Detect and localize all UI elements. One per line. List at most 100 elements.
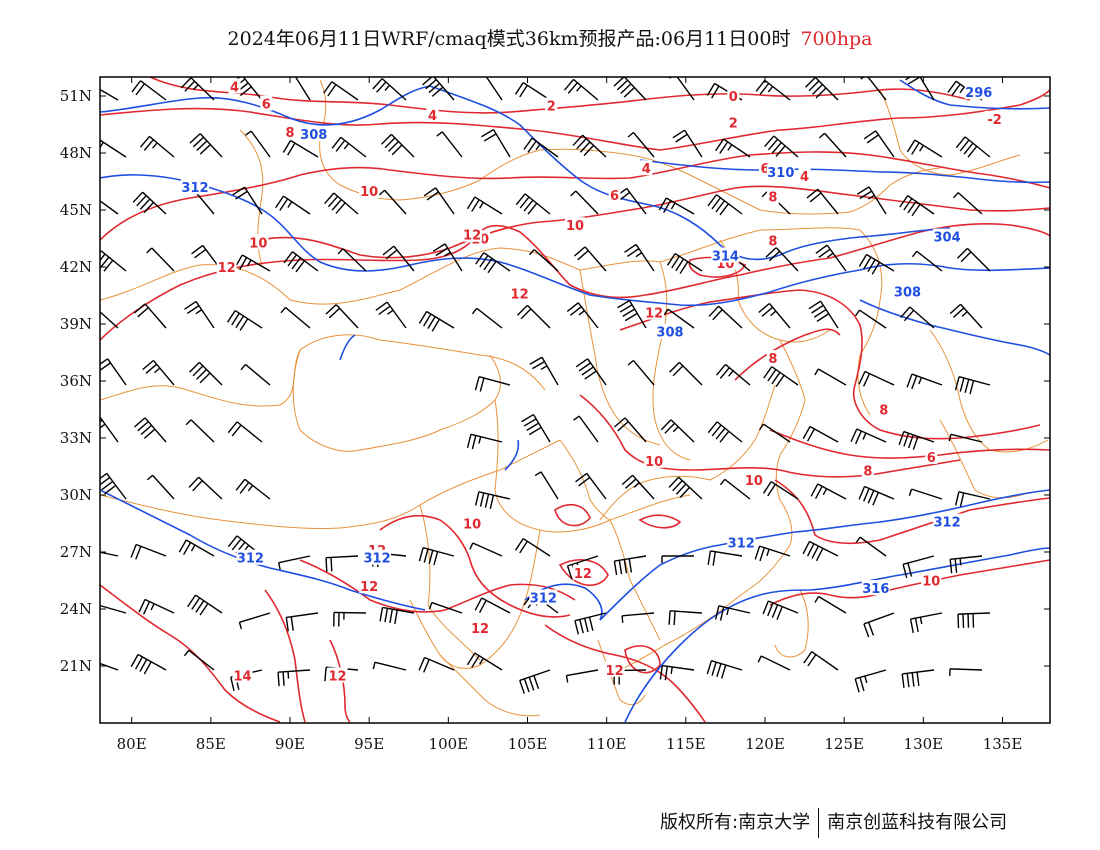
wind-barb-feather — [239, 86, 252, 97]
wind-barb-feather — [814, 485, 823, 500]
wind-barb — [854, 309, 887, 329]
wind-barb — [227, 421, 263, 443]
wind-barb — [187, 594, 223, 616]
x-tick-label: 105E — [508, 735, 548, 753]
temperature-label: 10 — [922, 575, 940, 590]
wind-barb-feather — [533, 675, 540, 689]
wind-barb — [100, 200, 119, 215]
wind-barb-staff — [632, 360, 655, 386]
temperature-label: 12 — [606, 664, 624, 679]
wind-barb-feather — [806, 428, 815, 442]
temperature-label: 10 — [645, 455, 663, 470]
wind-barb-feather — [515, 193, 526, 206]
wind-barb-staff — [824, 132, 847, 158]
wind-barb-feather — [432, 243, 446, 252]
wind-barb — [475, 252, 511, 274]
wind-barb-staff — [290, 139, 319, 158]
wind-barb-feather — [528, 676, 535, 691]
isotherm-line — [100, 89, 1050, 151]
wind-barb-feather — [727, 144, 733, 151]
wind-barb-feather — [183, 542, 192, 555]
wind-barb-feather — [755, 79, 766, 92]
y-tick-label: 21N — [60, 657, 92, 675]
wind-barb-staff — [285, 306, 311, 329]
wind-barb-feather — [535, 143, 541, 151]
temperature-label-bg — [640, 160, 653, 176]
wind-barb — [850, 428, 887, 445]
wind-barb-feather — [375, 301, 388, 311]
height-label: 312 — [530, 592, 557, 607]
wind-barb-feather — [911, 203, 921, 217]
wind-barb-feather — [231, 424, 242, 437]
wind-barb-feather — [570, 190, 577, 197]
wind-barb-feather — [435, 247, 449, 257]
wind-barb-feather — [474, 376, 480, 391]
temperature-label: 2 — [729, 117, 738, 132]
wind-barb-feather — [815, 547, 824, 562]
wind-barb-staff — [195, 301, 215, 329]
wind-barb-feather — [479, 255, 489, 268]
y-axis: 51N 48N 45N 42N 39N 36N 33N 30N 27N 24N 21N — [60, 87, 1050, 675]
wind-barb — [100, 604, 127, 614]
x-tick-label: 85E — [196, 735, 226, 753]
wind-barb-staff — [670, 419, 695, 443]
wind-barb-staff — [340, 136, 367, 158]
wind-barb-feather — [479, 657, 484, 665]
wind-barb — [762, 480, 799, 500]
isotherm-line — [769, 429, 1050, 459]
wind-barb-staff — [474, 652, 503, 671]
wind-barb-staff — [573, 78, 599, 101]
wind-barb-staff — [422, 547, 455, 557]
wind-barb-feather — [529, 249, 535, 256]
wind-barb-staff — [384, 189, 407, 215]
wind-barb-feather — [672, 365, 684, 377]
wind-barb-feather — [673, 611, 676, 626]
wind-barb-feather — [953, 307, 965, 318]
temperature-label-bg — [743, 471, 764, 487]
wind-barb-feather — [712, 551, 717, 566]
wind-barb-feather — [379, 607, 384, 622]
height-label-bg — [299, 126, 328, 141]
wind-barb-feather — [191, 244, 204, 255]
wind-barb — [858, 370, 895, 387]
wind-barb-feather — [775, 374, 785, 388]
wind-barb-feather — [431, 86, 444, 97]
wind-barb-staff — [190, 419, 215, 443]
wind-barb-feather — [948, 434, 952, 442]
wind-barb-feather — [466, 434, 472, 449]
wind-barb-feather — [475, 252, 485, 265]
wind-barb-feather — [955, 136, 966, 149]
wind-barb-feather — [770, 310, 777, 317]
y-tick-label: 36N — [60, 372, 92, 390]
wind-barb-feather — [527, 202, 538, 215]
x-tick-label: 135E — [983, 735, 1023, 753]
boundary-line — [100, 439, 561, 529]
wind-barb-feather — [764, 135, 775, 148]
wind-barb-feather — [372, 78, 383, 90]
wind-barb-feather — [239, 257, 248, 270]
wind-barb — [100, 551, 119, 557]
wind-barb-feather — [961, 311, 968, 317]
temperature-label-bg — [284, 124, 296, 140]
height-label-bg — [964, 84, 993, 100]
wind-barb-feather — [803, 651, 813, 664]
wind-barb-feather — [100, 362, 111, 372]
y-tick-label: 39N — [60, 315, 92, 333]
height-label-bg — [711, 247, 740, 263]
wind-barb — [758, 302, 791, 329]
wind-barb-feather — [908, 488, 913, 496]
wind-barb — [418, 547, 455, 566]
wind-barb — [714, 605, 751, 621]
wind-barb-feather — [719, 367, 730, 379]
temperature-label: 12 — [360, 580, 378, 595]
wind-barb — [575, 472, 607, 500]
wind-barb — [100, 139, 127, 158]
wind-barb-feather — [863, 256, 872, 270]
wind-barb-feather — [199, 144, 211, 155]
height-label: 308 — [656, 326, 683, 341]
wind-barb-staff — [911, 488, 943, 500]
wind-barb-feather — [767, 369, 777, 382]
wind-barb-feather — [711, 424, 722, 437]
isotherm-line — [149, 77, 971, 114]
wind-barb-feather — [483, 257, 493, 271]
